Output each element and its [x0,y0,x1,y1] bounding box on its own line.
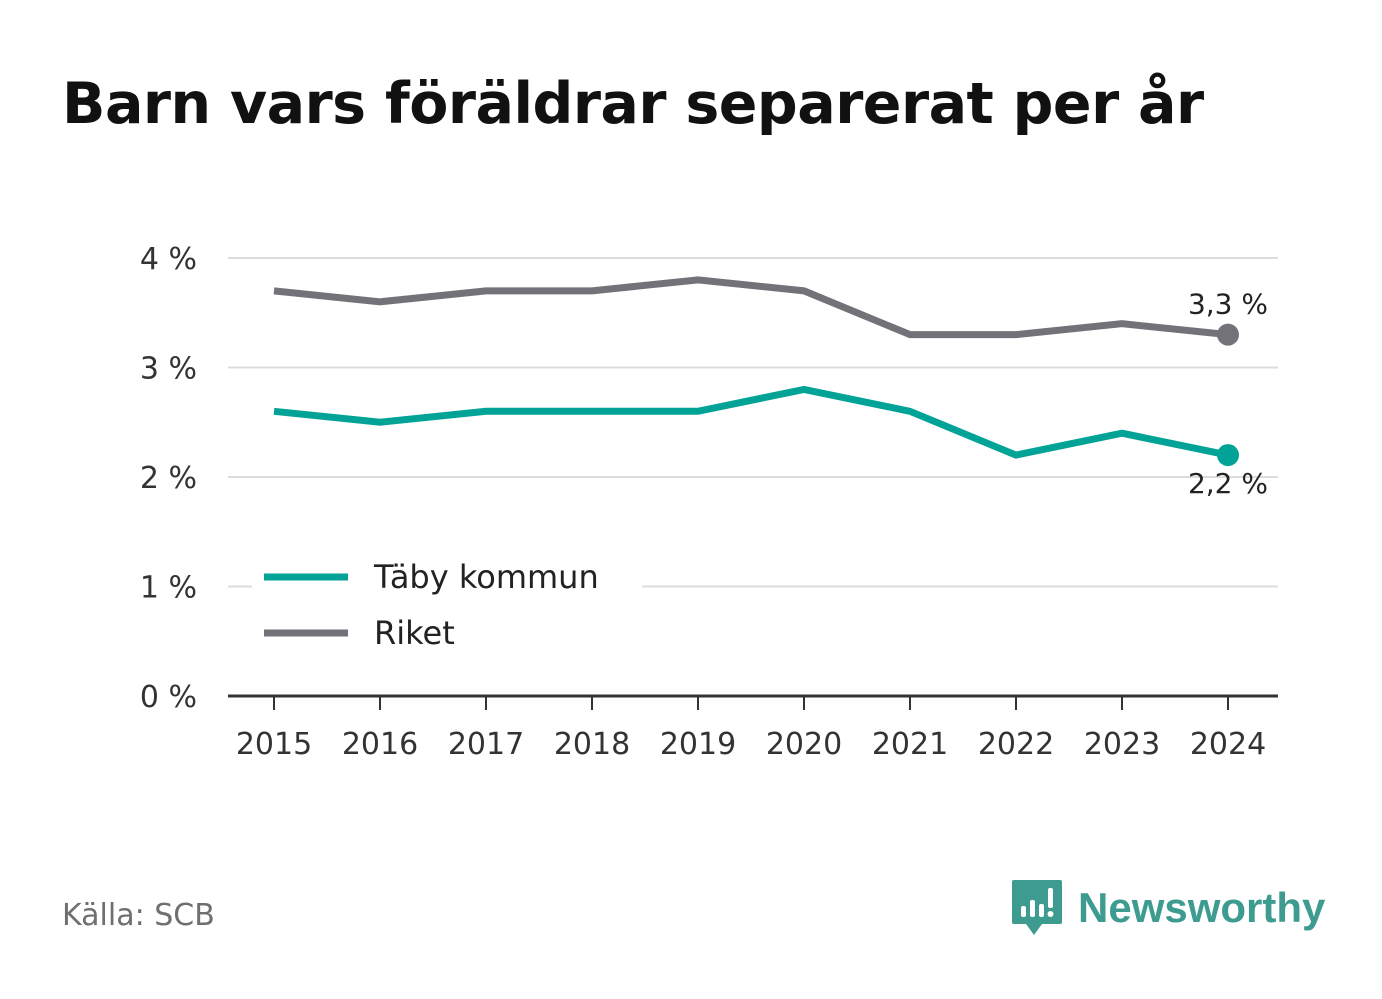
legend-label: Riket [374,614,455,652]
x-tick-label: 2019 [660,727,736,762]
data-point [1217,323,1239,346]
x-tick-label: 2022 [978,727,1054,762]
legend-label: Täby kommun [373,558,599,596]
x-tick-label: 2018 [554,727,630,762]
legend: Täby kommun Riket [252,548,642,660]
x-axis-tick-labels: 2015 2016 2017 2018 2019 2020 2021 2022 2023 2024 [236,727,1266,762]
x-tick-label: 2024 [1190,727,1266,762]
legend-background [252,548,642,660]
series-line [273,385,1229,459]
y-tick-label: 2 % [140,461,197,496]
data-point [1217,444,1239,467]
source-note: Källa: SCB [62,898,215,933]
series-lines [273,276,1239,467]
end-labels: 2,2 % 3,3 % [1188,288,1268,500]
line-chart: 0 % 1 % 2 % 3 % 4 % 2015 2016 2017 2018 2019 2020… [140,242,1278,762]
x-tick-label: 2016 [342,727,418,762]
chart-title: Barn vars föräldrar separerat per år [62,71,1204,137]
series-line [273,276,1229,339]
brand-name: Newsworthy [1078,884,1326,931]
x-tick-label: 2015 [236,727,312,762]
x-axis [228,694,1278,710]
y-axis-tick-labels: 0 % 1 % 2 % 3 % 4 % [140,242,197,715]
y-tick-label: 1 % [140,571,197,606]
y-tick-label: 0 % [140,680,197,715]
newsworthy-logo-icon [1012,880,1062,935]
end-value-label: 3,3 % [1188,288,1268,321]
y-tick-label: 4 % [140,242,197,277]
x-tick-label: 2017 [448,727,524,762]
x-tick-label: 2020 [766,727,842,762]
y-tick-label: 3 % [140,352,197,387]
x-tick-label: 2023 [1084,727,1160,762]
x-tick-label: 2021 [872,727,948,762]
brand: Newsworthy [1010,878,1325,938]
end-value-label: 2,2 % [1188,467,1268,500]
